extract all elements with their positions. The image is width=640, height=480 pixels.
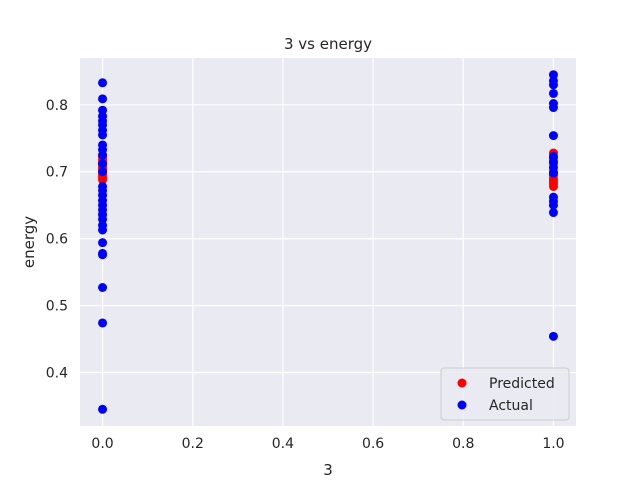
x-tick-label: 0.2 <box>182 436 204 452</box>
y-tick-label: 0.5 <box>46 299 68 315</box>
actual-point <box>548 131 558 141</box>
actual-point <box>548 88 558 98</box>
legend: Predicted Actual <box>440 367 570 421</box>
actual-point <box>98 318 108 328</box>
grid-lines <box>80 58 576 426</box>
actual-point <box>548 103 558 113</box>
y-tick-label: 0.6 <box>46 232 68 248</box>
actual-point <box>98 404 108 414</box>
x-tick-label: 0.8 <box>452 436 474 452</box>
y-axis-label: energy <box>20 216 38 268</box>
actual-point <box>98 238 108 248</box>
actual-point <box>98 159 108 169</box>
actual-point <box>98 150 108 160</box>
chart-title: 3 vs energy <box>284 35 372 53</box>
actual-point <box>98 282 108 292</box>
legend-label-predicted: Predicted <box>489 376 555 392</box>
plot-area-background <box>80 58 576 426</box>
x-tick-label: 1.0 <box>542 436 564 452</box>
actual-point <box>98 250 108 260</box>
x-axis-ticks: 0.0 0.2 0.4 0.6 0.8 1.0 <box>91 436 564 452</box>
x-tick-label: 0.4 <box>272 436 294 452</box>
actual-point <box>98 130 108 140</box>
actual-point <box>98 94 108 104</box>
x-axis-label: 3 <box>323 461 333 479</box>
legend-label-actual: Actual <box>489 398 533 414</box>
actual-point <box>548 200 558 210</box>
y-axis-ticks: 0.4 0.5 0.6 0.7 0.8 <box>46 98 68 382</box>
actual-point <box>98 78 108 88</box>
legend-box <box>440 367 570 421</box>
y-tick-label: 0.7 <box>46 165 68 181</box>
legend-marker-predicted <box>457 378 467 388</box>
x-tick-label: 0.0 <box>91 436 113 452</box>
actual-point <box>548 331 558 341</box>
y-tick-label: 0.8 <box>46 98 68 114</box>
data-points <box>98 70 558 414</box>
legend-marker-actual <box>457 400 467 410</box>
series-actual <box>98 70 558 414</box>
actual-point <box>98 225 108 235</box>
y-tick-label: 0.4 <box>46 365 68 381</box>
actual-point <box>98 167 108 177</box>
actual-point <box>548 208 558 218</box>
actual-point <box>548 168 558 178</box>
x-tick-label: 0.6 <box>362 436 384 452</box>
actual-point <box>548 80 558 90</box>
